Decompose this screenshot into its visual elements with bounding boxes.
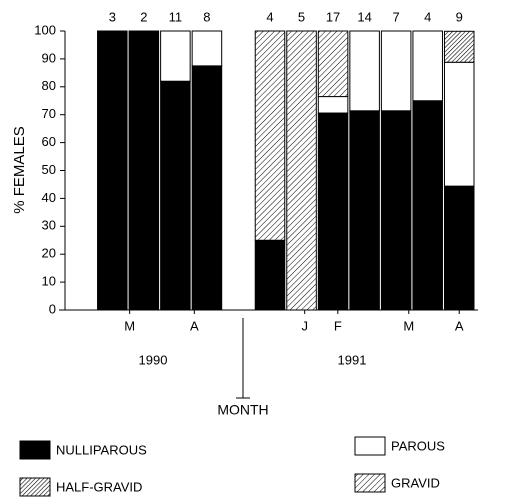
legend-label: PAROUS <box>391 438 445 453</box>
month-label: A <box>190 318 199 333</box>
y-tick-label: 0 <box>49 301 56 316</box>
bar-segment <box>412 100 443 311</box>
bar-segment <box>254 239 286 311</box>
bar-segment <box>380 110 412 311</box>
y-tick-label: 40 <box>42 190 56 205</box>
y-tick-label: 10 <box>42 274 56 289</box>
count-label: 14 <box>357 9 371 24</box>
bar-segment <box>380 30 412 112</box>
y-tick-label: 20 <box>42 246 56 261</box>
count-label: 2 <box>140 9 147 24</box>
y-tick-label: 100 <box>34 22 56 37</box>
count-label: 4 <box>266 9 273 24</box>
bar-segment <box>254 30 286 241</box>
legend-swatch <box>354 473 386 493</box>
bar-segment <box>317 96 349 114</box>
count-label: 11 <box>169 9 183 24</box>
y-tick-label: 30 <box>42 218 56 233</box>
month-label: J <box>301 318 308 333</box>
y-axis-label: % FEMALES <box>11 126 28 214</box>
x-axis-label: MONTH <box>217 402 268 418</box>
count-label: 7 <box>393 9 400 24</box>
month-label: F <box>334 318 342 333</box>
bar-segment <box>443 61 475 187</box>
count-label: 3 <box>109 9 116 24</box>
count-label: 4 <box>424 9 431 24</box>
bar-segment <box>160 30 191 82</box>
bar-segment <box>443 185 475 311</box>
legend-swatch <box>19 440 51 460</box>
bar-segment <box>160 80 191 311</box>
bar-segment <box>317 30 349 98</box>
bar-segment <box>349 30 380 112</box>
bar-segment <box>128 30 160 311</box>
bar-segment <box>443 30 475 63</box>
month-label: M <box>403 318 414 333</box>
bar-segment <box>191 65 223 311</box>
y-tick-label: 80 <box>42 78 56 93</box>
legend-label: NULLIPAROUS <box>56 442 147 457</box>
legend-swatch <box>19 477 51 497</box>
legend-label: HALF-GRAVID <box>56 479 142 494</box>
y-tick-label: 60 <box>42 134 56 149</box>
year-label: 1990 <box>139 352 168 367</box>
y-tick-label: 90 <box>42 50 56 65</box>
legend-swatch <box>354 436 386 456</box>
count-label: 8 <box>203 9 210 24</box>
count-label: 5 <box>298 9 305 24</box>
bar-segment <box>97 30 128 311</box>
bar-segment <box>349 110 380 311</box>
month-label: A <box>455 318 464 333</box>
bar-segment <box>412 30 443 102</box>
count-label: 17 <box>326 9 340 24</box>
bar-segment <box>317 112 349 311</box>
bar-segment <box>191 30 223 67</box>
month-label: M <box>124 318 135 333</box>
year-label: 1991 <box>338 352 367 367</box>
bar-segment <box>286 30 317 311</box>
count-label: 9 <box>456 9 463 24</box>
legend-label: GRAVID <box>391 475 440 490</box>
y-tick-label: 50 <box>42 162 56 177</box>
y-tick-label: 70 <box>42 106 56 121</box>
